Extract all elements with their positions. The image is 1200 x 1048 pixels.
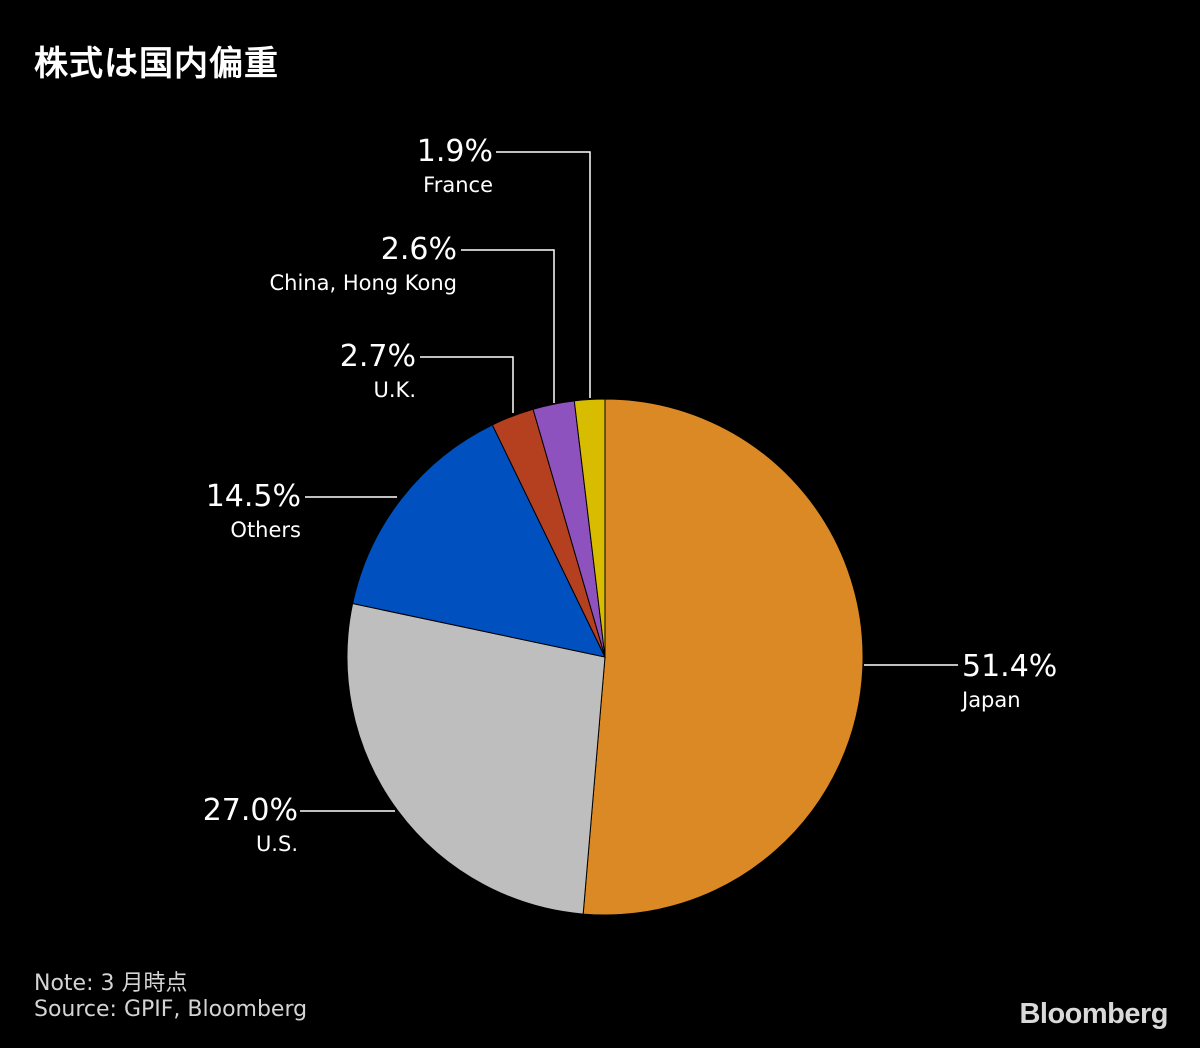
value-label-u-s: 27.0% — [203, 793, 298, 828]
category-label-france: France — [423, 173, 493, 197]
value-label-japan: 51.4% — [962, 649, 1057, 684]
leader-line-france — [496, 151, 591, 398]
category-label-china-hong-kong: China, Hong Kong — [269, 271, 457, 295]
leader-line-china-hong-kong — [461, 249, 555, 403]
chart-title: 株式は国内偏重 — [34, 44, 279, 84]
leader-lines — [300, 151, 958, 812]
category-label-others: Others — [230, 518, 301, 542]
category-label-u-k: U.K. — [374, 378, 417, 402]
value-label-others: 14.5% — [206, 479, 301, 514]
value-label-france: 1.9% — [417, 134, 493, 169]
pie-slices — [346, 398, 864, 916]
source-text: Source: GPIF, Bloomberg — [34, 997, 308, 1022]
slice-labels: 51.4% Japan 27.0% U.S. 14.5% Others 2.7% U.K. 2.… — [203, 134, 1058, 856]
pie-slice-u-s — [346, 602, 606, 915]
bloomberg-logo: Bloomberg — [1019, 998, 1168, 1030]
value-label-china-hong-kong: 2.6% — [381, 232, 457, 267]
pie-slice-others — [352, 424, 606, 658]
pie-slice-france — [573, 398, 606, 658]
category-label-japan: Japan — [960, 688, 1021, 712]
note-text: Note: 3 月時点 — [34, 971, 188, 996]
leader-line-u-k — [420, 356, 514, 413]
pie-slice-japan — [582, 398, 864, 916]
category-label-u-s: U.S. — [256, 832, 298, 856]
value-label-u-k: 2.7% — [340, 339, 416, 374]
